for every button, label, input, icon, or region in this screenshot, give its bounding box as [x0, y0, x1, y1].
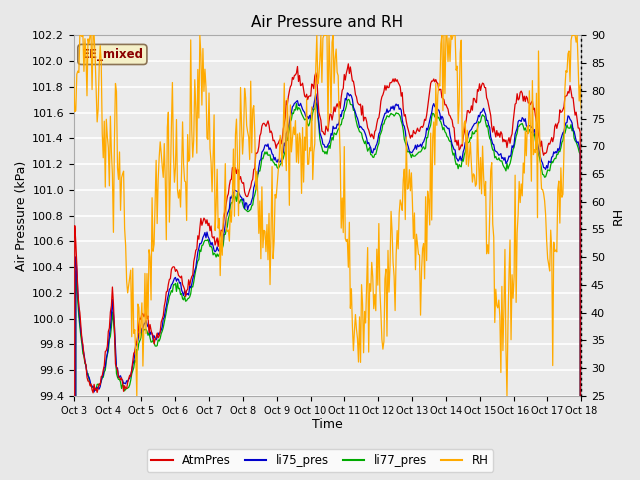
Legend: AtmPres, li75_pres, li77_pres, RH: AtmPres, li75_pres, li77_pres, RH: [147, 449, 493, 472]
li75_pres: [311, 97, 319, 103]
AtmPres: [346, 71, 353, 76]
AtmPres: [314, 94, 322, 99]
li75_pres: [346, 93, 353, 99]
li75_pres: [566, 117, 574, 122]
Line: li77_pres: li77_pres: [74, 99, 581, 480]
Line: RH: RH: [74, 36, 581, 396]
RH: [346, 305, 354, 311]
li75_pres: [314, 110, 322, 116]
Text: EE_mixed: EE_mixed: [81, 48, 143, 61]
AtmPres: [344, 61, 352, 67]
Y-axis label: Air Pressure (kPa): Air Pressure (kPa): [15, 160, 28, 271]
RH: [133, 393, 141, 399]
li75_pres: [487, 134, 495, 140]
RH: [374, 282, 381, 288]
RH: [76, 33, 84, 38]
li77_pres: [346, 97, 353, 103]
li77_pres: [373, 147, 381, 153]
li75_pres: [344, 90, 351, 96]
RH: [488, 160, 495, 166]
RH: [316, 57, 324, 63]
Line: li75_pres: li75_pres: [74, 93, 581, 480]
RH: [577, 107, 585, 113]
li77_pres: [314, 114, 322, 120]
RH: [70, 74, 77, 80]
RH: [567, 37, 575, 43]
Y-axis label: RH: RH: [612, 206, 625, 225]
li77_pres: [487, 137, 495, 143]
X-axis label: Time: Time: [312, 419, 343, 432]
AtmPres: [311, 73, 319, 79]
li77_pres: [566, 125, 574, 131]
RH: [313, 33, 321, 38]
li77_pres: [311, 107, 319, 112]
Line: AtmPres: AtmPres: [74, 64, 581, 480]
AtmPres: [487, 112, 495, 118]
AtmPres: [566, 83, 574, 88]
Title: Air Pressure and RH: Air Pressure and RH: [252, 15, 404, 30]
li77_pres: [344, 96, 352, 102]
li75_pres: [373, 141, 381, 147]
AtmPres: [373, 121, 381, 127]
